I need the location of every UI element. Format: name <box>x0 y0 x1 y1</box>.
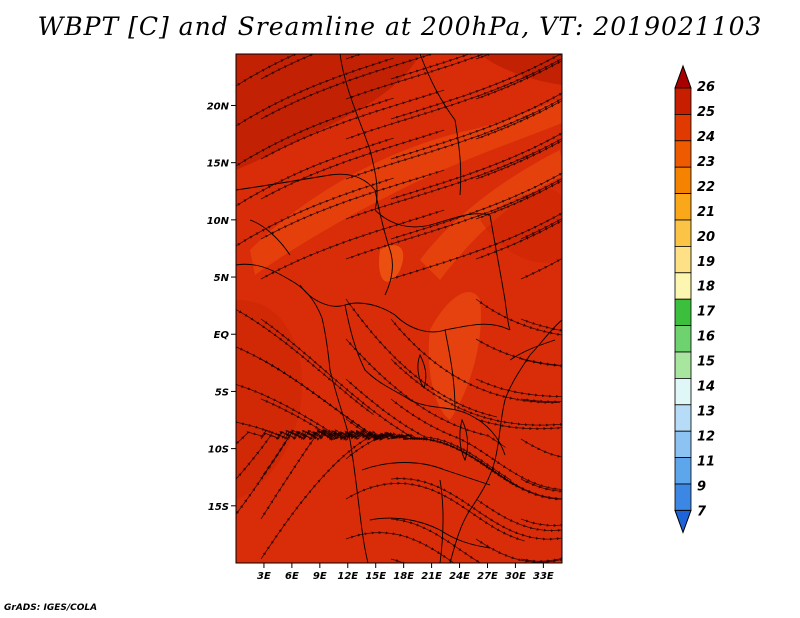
streamline <box>475 501 562 563</box>
lon-tick-label: 3E <box>257 571 271 582</box>
map-frame <box>235 53 563 564</box>
lon-tick-label: 21E <box>421 571 442 582</box>
lon-tick-label: 18E <box>393 571 414 582</box>
colorbar-segment <box>674 166 692 194</box>
colorbar-segment <box>674 193 692 221</box>
colorbar-segment <box>674 219 692 247</box>
colorbar-label: 9 <box>697 479 706 494</box>
border <box>394 314 511 333</box>
streamline <box>345 54 526 60</box>
country-borders <box>236 54 562 563</box>
border <box>374 189 393 296</box>
coastline-east <box>449 319 562 563</box>
streamline <box>520 390 562 404</box>
colorbar-label: 11 <box>697 454 715 469</box>
streamline <box>520 358 562 372</box>
lat-tick-label: EQ <box>214 330 230 341</box>
lat-tick-label: 15S <box>208 502 229 513</box>
border <box>444 329 456 411</box>
streamline <box>520 54 562 80</box>
colorbar-label: 26 <box>697 80 715 95</box>
lon-tick-label: 33E <box>533 571 554 582</box>
border <box>369 517 491 549</box>
footer-credit: GrADS: IGES/COLA <box>4 603 98 613</box>
border <box>439 479 444 563</box>
lon-tick-label: 27E <box>477 571 498 582</box>
lake <box>459 418 469 462</box>
colorbar-label: 21 <box>697 205 715 220</box>
colorbar-bottom-arrow <box>674 509 692 534</box>
streamline <box>475 54 562 60</box>
lat-tick-label: 20N <box>207 101 230 112</box>
colorbar-label: 22 <box>697 180 715 195</box>
lat-tick-label: 5N <box>214 273 230 284</box>
colorbar-segment <box>674 483 692 511</box>
border <box>409 399 506 456</box>
colorbar-segment <box>674 377 692 406</box>
colorbar-label: 16 <box>697 330 715 345</box>
colorbar-segment <box>674 114 692 142</box>
lat-tick-label: 5S <box>215 387 229 398</box>
colorbar-segment <box>674 430 692 459</box>
streamline <box>520 461 562 563</box>
colorbar-label: 18 <box>697 280 715 295</box>
colorbar-segment <box>674 272 692 300</box>
streamline <box>475 338 562 369</box>
streamline <box>475 378 562 398</box>
map-area <box>236 54 562 563</box>
coastline <box>236 263 369 563</box>
colorbar-segment <box>674 457 692 485</box>
border <box>419 54 462 196</box>
colorbar-label: 19 <box>697 255 715 270</box>
border <box>489 214 511 331</box>
colorbar-top-arrow <box>674 64 692 89</box>
border <box>249 219 291 256</box>
colorbar-segment <box>674 404 692 432</box>
longitude-axis: 3E 6E 9E 12E 15E 18E 21E 24E 27E 30E 33E <box>257 563 554 582</box>
colorbar: 26 25 24 23 22 21 20 19 18 17 16 15 14 13 12 11 9 7 <box>674 64 716 534</box>
streamline <box>475 411 562 431</box>
colorbar-label: 14 <box>697 380 715 395</box>
lake <box>417 353 427 389</box>
border <box>509 339 556 361</box>
lon-tick-label: 24E <box>449 571 470 582</box>
border <box>344 304 411 401</box>
map-plot: 20N 15N 10N 5N EQ 5S 10S 15S 3E 6E 9E 12E 15E 18E 21E… <box>207 53 716 582</box>
colorbar-segment <box>674 140 692 168</box>
border <box>236 173 376 191</box>
lon-tick-label: 9E <box>313 571 327 582</box>
streamline <box>520 172 562 280</box>
streamline <box>236 54 389 58</box>
streamline <box>520 318 562 348</box>
streamline <box>475 298 562 344</box>
lat-tick-label: 15N <box>207 159 230 170</box>
colorbar-label: 7 <box>697 504 707 519</box>
latitude-axis: 20N 15N 10N 5N EQ 5S 10S 15S <box>207 101 236 513</box>
lon-tick-label: 12E <box>337 571 358 582</box>
colorbar-label: 13 <box>697 405 715 420</box>
colorbar-label: 23 <box>697 155 715 170</box>
chart-title: WBPT [C] and Sreamline at 200hPa, VT: 20… <box>37 12 763 41</box>
colorbar-segment <box>674 87 692 115</box>
border <box>361 462 491 486</box>
lon-tick-label: 30E <box>505 571 526 582</box>
border <box>374 209 491 228</box>
colorbar-segment <box>674 245 692 274</box>
colorbar-label: 25 <box>697 105 715 120</box>
colorbar-segment <box>674 298 692 327</box>
streamline <box>260 432 398 560</box>
border <box>339 54 378 211</box>
colorbar-label: 20 <box>697 230 715 245</box>
lon-tick-label: 6E <box>285 571 299 582</box>
colorbar-label: 24 <box>697 130 715 145</box>
lon-tick-label: 15E <box>365 571 386 582</box>
colorbar-segment <box>674 325 692 353</box>
colorbar-segment <box>674 351 692 379</box>
lat-tick-label: 10S <box>208 445 229 456</box>
colorbar-label: 17 <box>697 305 716 320</box>
colorbar-label: 12 <box>697 430 715 445</box>
lat-tick-label: 10N <box>207 216 230 227</box>
colorbar-label: 15 <box>697 355 715 370</box>
